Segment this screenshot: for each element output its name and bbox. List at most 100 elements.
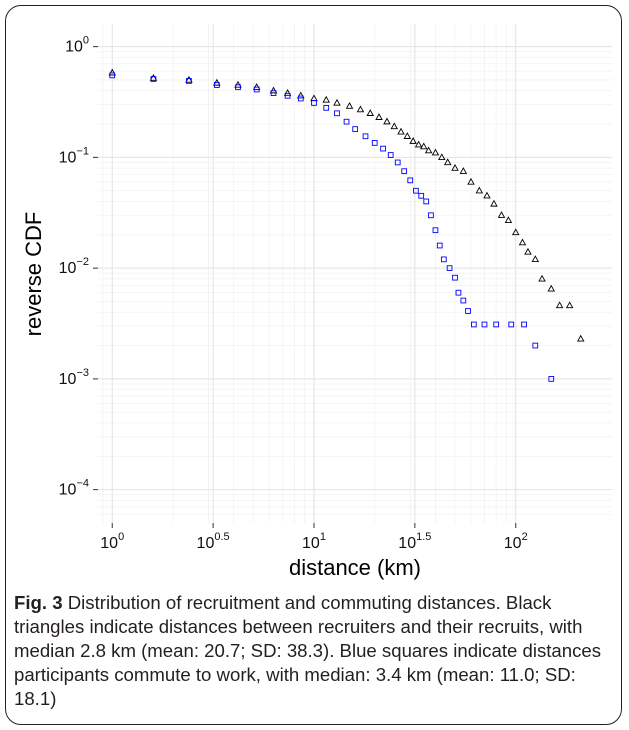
data-point-square — [423, 198, 430, 205]
data-point-square — [446, 265, 453, 271]
data-point-square — [407, 177, 414, 184]
data-point-triangle — [576, 334, 585, 342]
data-point-square — [465, 308, 471, 314]
data-point-triangle — [322, 95, 331, 103]
data-point-square — [343, 118, 350, 125]
series-triangles — [108, 68, 585, 342]
data-point-square — [452, 274, 458, 281]
data-point-square — [270, 90, 277, 97]
x-tick-label: 101.5 — [398, 531, 431, 552]
data-point-square — [311, 100, 317, 106]
data-point-triangle — [333, 98, 341, 106]
data-series — [108, 68, 585, 382]
y-tick-label: 10−4 — [59, 478, 89, 499]
data-point-triangle — [443, 158, 452, 166]
y-tick-label: 10−1 — [59, 145, 89, 166]
data-point-triangle — [403, 132, 412, 139]
data-point-square — [334, 110, 340, 117]
data-point-square — [401, 168, 408, 175]
series-squares — [109, 72, 555, 382]
data-point-triangle — [524, 247, 532, 255]
data-point-square — [387, 152, 394, 158]
data-point-square — [371, 140, 378, 146]
x-tick-label: 100.5 — [197, 531, 230, 552]
data-point-square — [235, 84, 241, 91]
data-point-square — [471, 321, 477, 328]
data-point-triangle — [511, 228, 520, 236]
data-point-triangle — [483, 191, 491, 199]
data-point-triangle — [185, 75, 193, 83]
data-point-triangle — [375, 113, 383, 120]
data-point-triangle — [438, 153, 446, 161]
y-tick-label: 10−3 — [59, 367, 89, 388]
data-point-triangle — [451, 163, 459, 171]
data-point-square — [460, 297, 467, 304]
grid — [98, 24, 612, 523]
data-point-triangle — [431, 148, 440, 156]
data-point-square — [253, 86, 260, 93]
figure-label: Fig. 3 — [14, 592, 63, 613]
data-point-triangle — [108, 68, 117, 76]
data-point-triangle — [475, 186, 484, 194]
data-point-triangle — [497, 211, 506, 218]
data-point-square — [440, 256, 447, 263]
data-point-square — [508, 321, 515, 328]
axis-ticks: 100 10−1 10−2 10−3 10−4 100 100.5 101 101.5 102 — [59, 35, 528, 552]
data-point-triangle — [467, 177, 475, 185]
data-point-square — [532, 342, 539, 349]
x-axis-title: distance (km) — [289, 555, 421, 580]
data-point-square — [548, 376, 555, 382]
data-point-square — [493, 321, 500, 328]
data-point-square — [481, 321, 488, 328]
x-tick-label: 102 — [504, 531, 528, 552]
data-point-triangle — [565, 301, 574, 309]
data-point-square — [214, 82, 220, 88]
figure-card: 100 10−1 10−2 10−3 10−4 100 100.5 101 101.5 102 d… — [5, 5, 622, 725]
data-point-triangle — [424, 146, 433, 154]
data-point-square — [432, 227, 439, 234]
data-point-triangle — [269, 86, 278, 94]
data-point-triangle — [490, 199, 498, 207]
data-point-square — [428, 212, 434, 219]
data-point-triangle — [409, 137, 417, 144]
data-point-square — [455, 289, 462, 296]
data-point-square — [362, 133, 369, 140]
data-point-triangle — [547, 284, 556, 292]
data-point-square — [297, 95, 304, 102]
x-tick-label: 101 — [302, 531, 326, 552]
data-point-square — [323, 104, 330, 111]
figure-caption: Fig. 3 Distribution of recruitment and c… — [14, 591, 614, 711]
y-tick-label: 100 — [65, 35, 89, 56]
x-tick-label: 100 — [100, 531, 124, 552]
data-point-triangle — [297, 91, 305, 99]
data-point-triangle — [397, 127, 405, 135]
data-point-triangle — [366, 109, 374, 116]
data-point-triangle — [538, 274, 546, 282]
data-point-square — [109, 72, 116, 79]
data-point-triangle — [531, 255, 540, 263]
y-tick-label: 10−2 — [59, 256, 89, 277]
data-point-square — [394, 159, 401, 166]
data-point-triangle — [419, 142, 428, 150]
data-point-square — [436, 242, 443, 249]
caption-text: Distribution of recruitment and commutin… — [14, 592, 602, 709]
chart: 100 10−1 10−2 10−3 10−4 100 100.5 101 101.5 102 d… — [21, 24, 612, 580]
data-point-square — [186, 78, 192, 84]
data-point-triangle — [390, 122, 399, 130]
data-point-square — [413, 187, 419, 194]
data-point-square — [380, 145, 386, 152]
data-point-triangle — [345, 102, 354, 109]
data-point-triangle — [414, 140, 423, 148]
data-point-triangle — [149, 73, 158, 81]
data-point-triangle — [518, 238, 527, 246]
data-point-square — [284, 92, 291, 99]
data-point-triangle — [356, 105, 365, 113]
data-point-triangle — [555, 301, 564, 309]
data-point-triangle — [459, 167, 468, 174]
data-point-triangle — [283, 89, 292, 96]
data-point-triangle — [504, 216, 513, 224]
data-point-square — [521, 321, 527, 328]
data-point-square — [352, 126, 359, 132]
y-axis-title: reverse CDF — [21, 212, 46, 337]
data-point-triangle — [383, 117, 391, 125]
